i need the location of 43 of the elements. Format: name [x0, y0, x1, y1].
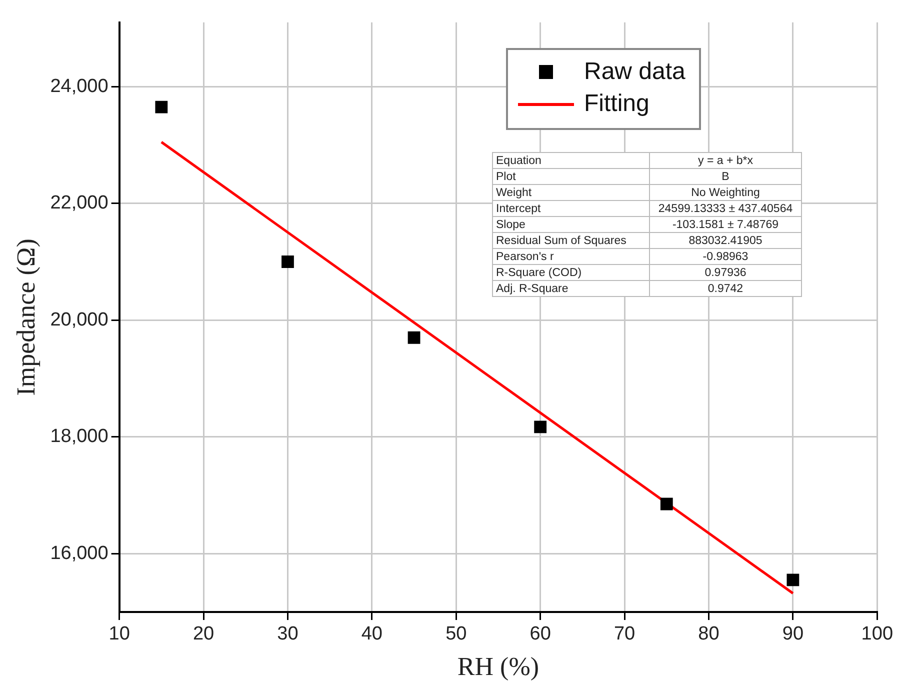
point: [786, 574, 800, 586]
annotation: R-Square (COD): [492, 264, 650, 280]
point: [408, 331, 420, 344]
x-tick-label: 40: [361, 624, 382, 645]
point: [660, 498, 673, 510]
legend-label: Fitting: [584, 90, 650, 118]
annotation: Residual Sum of Squares: [492, 232, 650, 248]
x-tick-label: 90: [782, 624, 804, 645]
x-axis-title: RH (%): [457, 652, 540, 682]
annotation: No Weighting: [650, 184, 802, 200]
point: [534, 420, 547, 434]
annotation: 0.9742: [650, 280, 802, 296]
x-tick-label: 80: [698, 624, 720, 645]
annotation: B: [650, 168, 802, 184]
annotation: 0.97936: [650, 264, 802, 280]
y-tick-label: 20,000: [50, 309, 108, 330]
x-tick-label: 100: [861, 624, 893, 645]
y-axis-title: Impedance (Ω): [11, 238, 40, 396]
annotation: Intercept: [492, 200, 650, 216]
annotation: -103.1581 ± 7.48769: [650, 216, 802, 232]
annotation: Slope: [492, 216, 650, 232]
annotation: 883032.41905: [650, 232, 802, 248]
x-tick-label: 50: [446, 624, 467, 645]
y-tick-label: 24,000: [50, 76, 108, 97]
y-tick-label: 22,000: [50, 192, 108, 214]
point: [282, 256, 294, 268]
annotation: Weight: [492, 184, 650, 200]
x-tick-label: 70: [614, 624, 636, 645]
annotation: -0.98963: [650, 248, 802, 264]
x-tick-label: 60: [530, 624, 551, 645]
x-tick-label: 10: [108, 624, 130, 645]
annotation: Plot: [492, 168, 650, 184]
point: [155, 100, 168, 114]
annotation: Equation: [492, 152, 650, 168]
legend-label: Raw data: [584, 58, 686, 86]
x-tick-label: 30: [277, 624, 298, 645]
y-tick-label: 16,000: [50, 542, 108, 564]
annotation: y = a + b*x: [650, 152, 802, 168]
annotation: Adj. R-Square: [492, 280, 650, 296]
annotation: Pearson's r: [492, 248, 650, 264]
annotation: 24599.13333 ± 437.40564: [650, 200, 802, 216]
x-tick-label: 20: [192, 624, 214, 645]
y-tick-label: 18,000: [50, 426, 108, 448]
